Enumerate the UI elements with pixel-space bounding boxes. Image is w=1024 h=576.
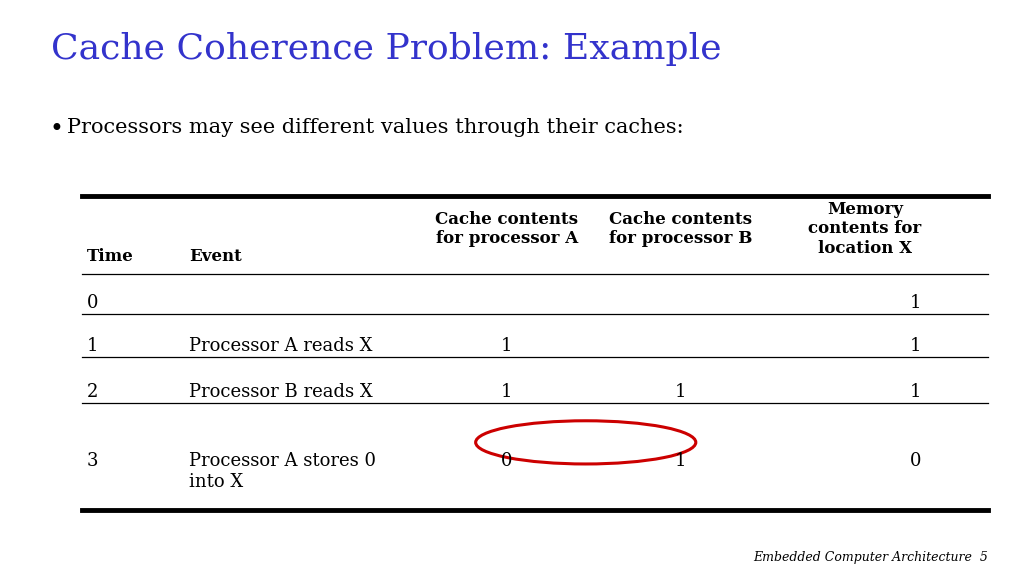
Text: 1: 1 [910, 337, 922, 355]
Text: Processor A reads X: Processor A reads X [189, 337, 373, 355]
Text: 3: 3 [87, 452, 98, 470]
Text: 0: 0 [87, 294, 98, 312]
Text: Processor B reads X: Processor B reads X [189, 383, 373, 401]
Text: 0: 0 [910, 452, 922, 470]
Text: 2: 2 [87, 383, 98, 401]
Text: Event: Event [189, 248, 243, 265]
Text: Memory
contents for
location X: Memory contents for location X [808, 201, 922, 257]
Text: Cache Coherence Problem: Example: Cache Coherence Problem: Example [51, 32, 722, 66]
Text: Embedded Computer Architecture  5: Embedded Computer Architecture 5 [754, 551, 988, 564]
Text: 1: 1 [675, 452, 687, 470]
Text: 1: 1 [910, 383, 922, 401]
Text: 1: 1 [87, 337, 98, 355]
Text: 1: 1 [675, 383, 687, 401]
Text: Time: Time [87, 248, 134, 265]
Text: Processor A stores 0
into X: Processor A stores 0 into X [189, 452, 377, 491]
Text: Cache contents
for processor A: Cache contents for processor A [435, 211, 579, 247]
Text: 1: 1 [501, 337, 513, 355]
Text: 1: 1 [501, 383, 513, 401]
Text: •: • [49, 118, 63, 141]
Text: Processors may see different values through their caches:: Processors may see different values thro… [67, 118, 683, 137]
Text: 0: 0 [501, 452, 513, 470]
Text: Cache contents
for processor B: Cache contents for processor B [609, 211, 753, 247]
Text: 1: 1 [910, 294, 922, 312]
